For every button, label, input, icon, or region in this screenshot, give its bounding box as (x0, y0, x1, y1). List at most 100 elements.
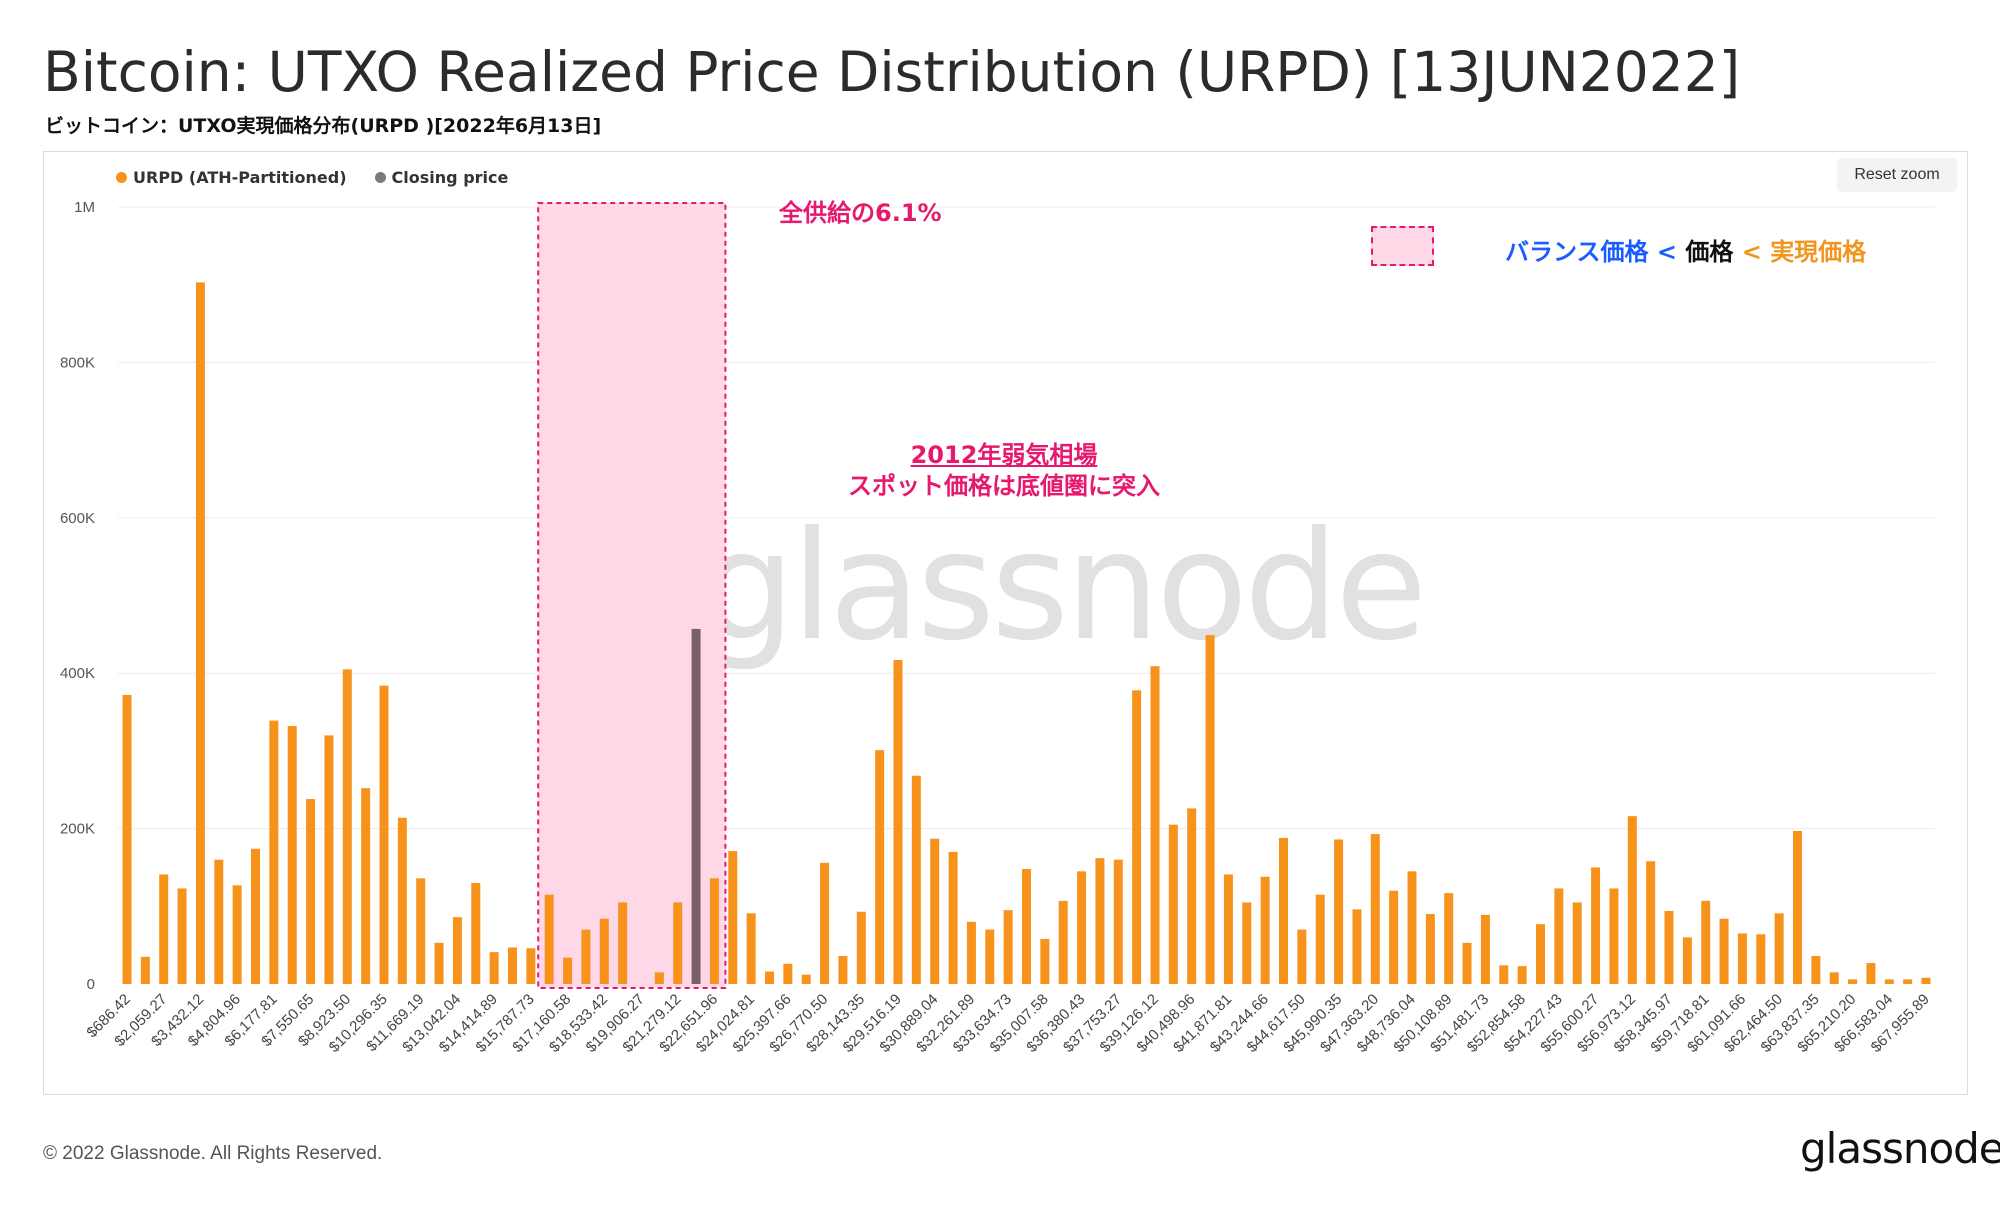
urpd-bar (1572, 902, 1582, 984)
urpd-bar (1297, 929, 1307, 984)
urpd-bar (801, 974, 811, 984)
supply-annotation: 全供給の6.1% (779, 199, 942, 227)
urpd-bar (599, 918, 609, 984)
urpd-bar (1921, 977, 1931, 984)
urpd-bar (342, 669, 352, 984)
urpd-bar (251, 848, 260, 984)
legend-dot-icon (116, 172, 127, 183)
highlight-key-text: バランス価格 < 価格 < 実現価格 (1505, 232, 1866, 267)
urpd-bar (1682, 937, 1692, 984)
urpd-bar (1627, 816, 1637, 984)
urpd-bar (122, 694, 132, 984)
urpd-bar (489, 952, 499, 984)
key-less-than-2: < (1741, 238, 1762, 266)
urpd-bar (1077, 871, 1087, 984)
reset-zoom-button[interactable]: Reset zoom (1837, 158, 1957, 192)
urpd-bar (1095, 858, 1105, 984)
urpd-bar (1132, 690, 1142, 984)
urpd-bar (1774, 913, 1784, 984)
highlight-key-swatch (1371, 226, 1434, 266)
urpd-bar (140, 956, 150, 984)
urpd-bar (618, 902, 628, 984)
urpd-bar (765, 971, 774, 984)
urpd-bar (177, 888, 187, 984)
urpd-bar (1279, 837, 1288, 984)
urpd-bar (1609, 888, 1619, 984)
key-balanced-price: バランス価格 (1505, 238, 1649, 266)
y-tick-label: 0 (87, 976, 95, 993)
urpd-bar (1389, 890, 1399, 984)
bear-annotation-line1: 2012年弱気相場 (910, 441, 1098, 469)
urpd-bar (397, 817, 407, 984)
urpd-bar (1866, 963, 1876, 984)
urpd-bar (1591, 867, 1601, 984)
urpd-bar (1737, 933, 1747, 984)
urpd-bar (948, 851, 958, 984)
urpd-bar (159, 874, 169, 984)
urpd-bar (195, 282, 205, 984)
key-price: 価格 (1685, 238, 1734, 266)
y-tick-label: 800K (60, 354, 95, 371)
urpd-bar (709, 878, 719, 984)
urpd-bar (1536, 924, 1545, 984)
chart-subtitle: ビットコイン：UTXO実現価格分布(URPD )[2022年6月13日] (45, 115, 602, 137)
urpd-bar (1701, 900, 1711, 984)
urpd-bar (911, 775, 921, 984)
urpd-bar (893, 659, 903, 984)
urpd-bar (1554, 888, 1564, 984)
urpd-bar (1315, 894, 1325, 984)
urpd-bar (471, 882, 481, 984)
urpd-bar (1793, 830, 1802, 984)
urpd-bar (1499, 965, 1509, 984)
urpd-bar (1517, 966, 1527, 984)
urpd-bar (1113, 859, 1123, 984)
legend-item-closing-price[interactable]: Closing price (374, 168, 508, 187)
urpd-bar (673, 902, 683, 984)
urpd-bar (287, 726, 297, 984)
y-tick-label: 1M (74, 199, 95, 216)
legend-item-urpd[interactable]: URPD (ATH-Partitioned) (116, 168, 347, 187)
urpd-bar (820, 862, 830, 984)
urpd-bar (1168, 824, 1178, 984)
urpd-bar (1407, 871, 1417, 984)
urpd-bar (544, 894, 554, 984)
urpd-bar (1223, 874, 1233, 984)
urpd-bar (508, 947, 517, 984)
urpd-bar (1719, 918, 1729, 984)
urpd-bar (985, 929, 995, 984)
urpd-bar (1003, 910, 1013, 984)
urpd-bar (1242, 902, 1252, 984)
urpd-bar (1040, 938, 1050, 984)
urpd-bar (1058, 900, 1068, 984)
urpd-bar (563, 957, 573, 984)
urpd-bar (1480, 914, 1490, 984)
key-less-than-1: < (1656, 238, 1677, 266)
bear-market-annotation: 2012年弱気相場 スポット価格は底値圏に突入 (848, 440, 1160, 502)
y-tick-label: 400K (60, 665, 95, 682)
urpd-bar (838, 956, 848, 984)
y-tick-label: 200K (60, 821, 95, 838)
y-tick-label: 600K (60, 510, 95, 527)
closing-price-bar (691, 628, 701, 984)
urpd-bar (434, 942, 444, 984)
urpd-bar (966, 921, 976, 984)
urpd-bar (746, 913, 756, 984)
urpd-bar (379, 685, 389, 984)
urpd-bar (856, 911, 866, 984)
footer-copyright: © 2022 Glassnode. All Rights Reserved. (43, 1143, 383, 1164)
urpd-bar (875, 750, 885, 984)
urpd-bar (1884, 979, 1894, 984)
urpd-bar (306, 799, 316, 984)
urpd-bar (232, 885, 242, 984)
bear-annotation-line2: スポット価格は底値圏に突入 (848, 472, 1160, 500)
urpd-bar (452, 917, 462, 984)
urpd-bar (269, 720, 279, 984)
urpd-bar (214, 859, 224, 984)
urpd-bar (1664, 910, 1674, 984)
urpd-bar (361, 788, 371, 984)
urpd-bar (416, 878, 426, 984)
urpd-bar (1205, 635, 1215, 984)
urpd-bar (1425, 914, 1435, 984)
key-realized-price: 実現価格 (1770, 238, 1867, 266)
